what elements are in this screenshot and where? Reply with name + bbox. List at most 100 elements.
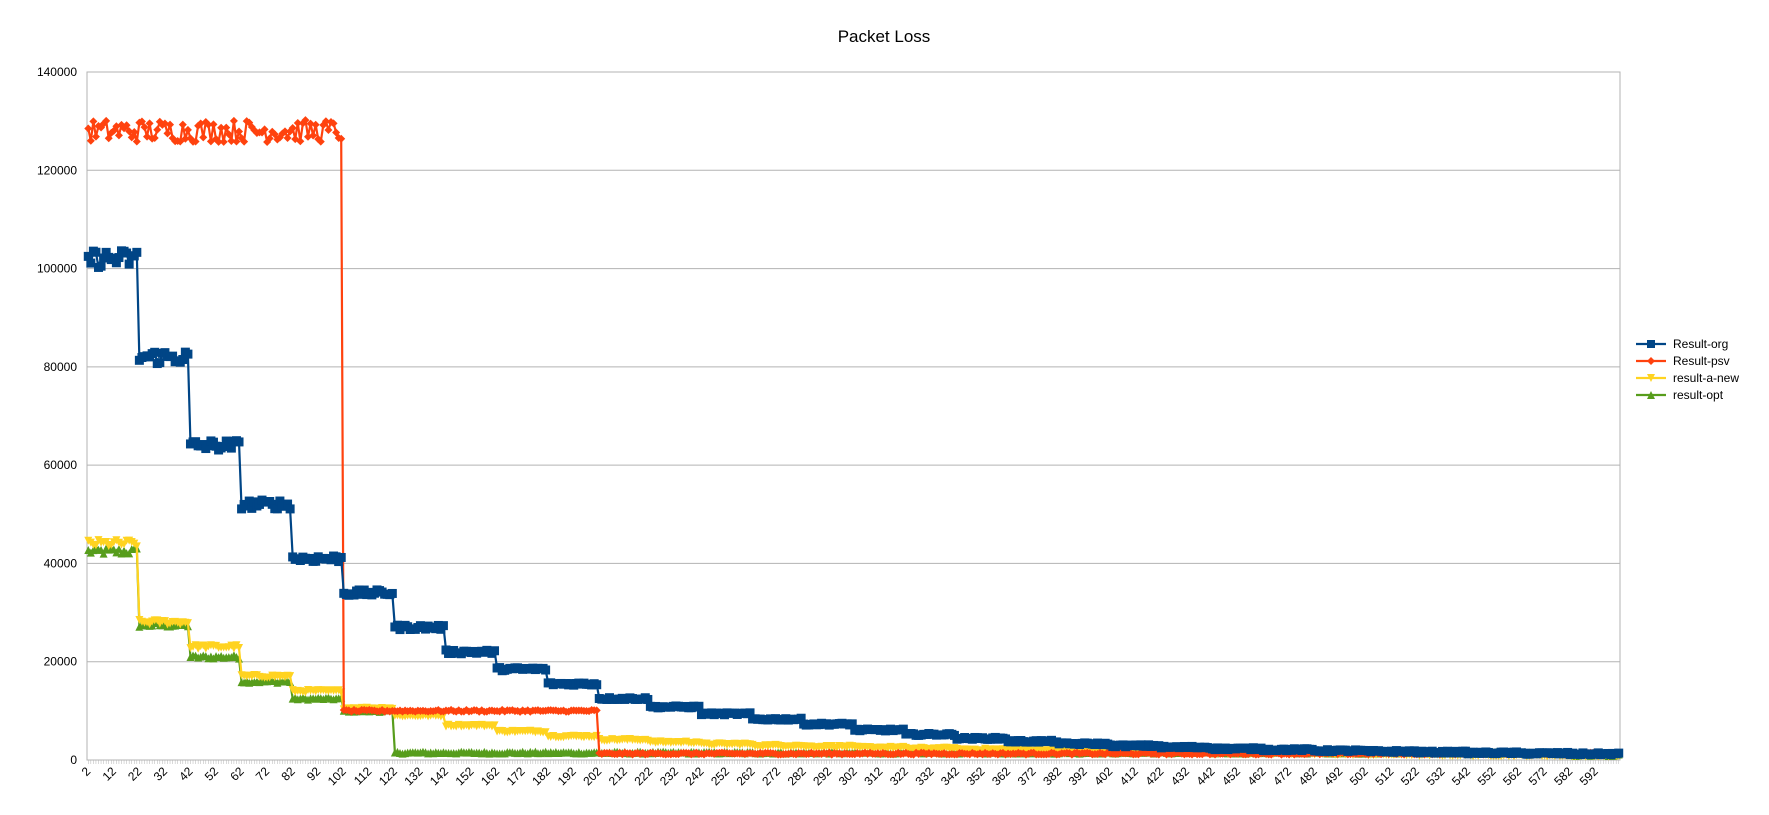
x-tick-label: 502 [1347,764,1371,788]
data-point [209,120,218,129]
x-tick-label: 182 [529,764,553,788]
data-point [235,127,244,136]
x-tick-label: 112 [351,764,375,788]
x-tick-label: 292 [810,764,834,788]
data-point [332,128,341,137]
data-point [140,123,149,132]
legend-swatch-marker [1647,374,1655,382]
data-point [281,127,290,136]
data-point [181,134,190,143]
data-point [229,116,238,125]
y-tick-label: 140000 [37,65,77,79]
x-tick-label: 82 [278,764,298,784]
data-point [120,124,129,133]
x-tick-label: 472 [1270,764,1294,788]
data-point [217,123,226,132]
data-point [132,247,142,257]
x-tick-label: 352 [964,764,988,788]
data-point [336,552,346,562]
y-tick-label: 100000 [37,262,77,276]
data-point [102,538,111,547]
data-point [234,437,244,447]
data-point [490,646,500,656]
data-point [329,119,338,128]
y-tick-label: 120000 [37,163,77,177]
data-point [387,588,397,598]
x-tick-label: 562 [1500,764,1524,788]
y-tick-label: 40000 [44,556,78,570]
y-tick-label: 60000 [44,458,78,472]
legend-label: result-opt [1673,388,1724,402]
legend-item-result-psv: Result-psv [1636,354,1730,368]
x-tick-label: 552 [1475,764,1499,788]
x-tick-label: 62 [227,764,247,784]
y-tick-label: 80000 [44,360,78,374]
legend-item-result-opt: result-opt [1636,388,1724,402]
data-point [163,129,172,138]
data-point [114,131,123,140]
data-point [235,644,244,653]
data-point [86,136,95,145]
x-tick-label: 132 [401,764,425,788]
data-point [127,133,136,142]
plot-frame [86,71,1621,761]
x-tick-label: 142 [427,764,451,788]
data-point [109,126,118,135]
data-point [219,137,228,146]
data-point [124,259,134,269]
x-tick-label: 242 [683,764,707,788]
x-tick-label: 532 [1423,764,1447,788]
x-tick-label: 392 [1066,764,1090,788]
series-layer [83,116,1624,761]
x-tick-label: 312 [861,764,885,788]
x-tick-label: 592 [1577,764,1601,788]
x-tick-label: 192 [555,764,579,788]
legend-swatch-marker [1647,357,1655,365]
data-point [694,701,704,711]
data-point [265,134,274,143]
data-point [643,694,653,704]
data-point [150,134,159,143]
x-axis: 2 12 22 32 42 52 62 72 82 92 102 112 122 132 142 152 162… [79,760,1619,788]
x-tick-label: 512 [1372,764,1396,788]
data-point [178,120,187,129]
data-point [86,258,96,268]
x-tick-label: 542 [1449,764,1473,788]
data-point [285,504,295,514]
series-line-result-org [87,249,1619,756]
data-point [89,117,98,126]
data-point [438,621,448,631]
data-point [199,133,208,142]
x-tick-label: 172 [504,764,528,788]
data-point [91,541,100,550]
x-tick-label: 302 [836,764,860,788]
data-point [240,137,249,146]
data-point [286,672,295,681]
data-point [145,119,154,128]
x-tick-label: 452 [1219,764,1243,788]
x-tick-label: 522 [1398,764,1422,788]
data-point [296,137,305,146]
x-tick-label: 262 [734,764,758,788]
data-point [283,133,292,142]
y-tick-label: 0 [70,753,77,767]
legend-label: result-a-new [1673,371,1739,385]
legend-swatch-marker [1647,340,1655,348]
data-point [592,680,602,690]
data-point [592,706,601,715]
data-point [117,120,126,129]
y-tick-label: 20000 [44,655,78,669]
x-tick-label: 92 [304,764,324,784]
legend: Result-org Result-psv result-a-new result-o… [1636,337,1739,402]
data-point [183,619,192,628]
data-point [125,549,134,558]
x-tick-label: 382 [1040,764,1064,788]
data-point [306,119,315,128]
x-tick-label: 32 [151,764,171,784]
x-tick-label: 402 [1091,764,1115,788]
x-tick-label: 582 [1551,764,1575,788]
data-point [226,443,236,453]
data-point [166,120,175,129]
data-point [132,137,141,146]
data-point [102,116,111,125]
